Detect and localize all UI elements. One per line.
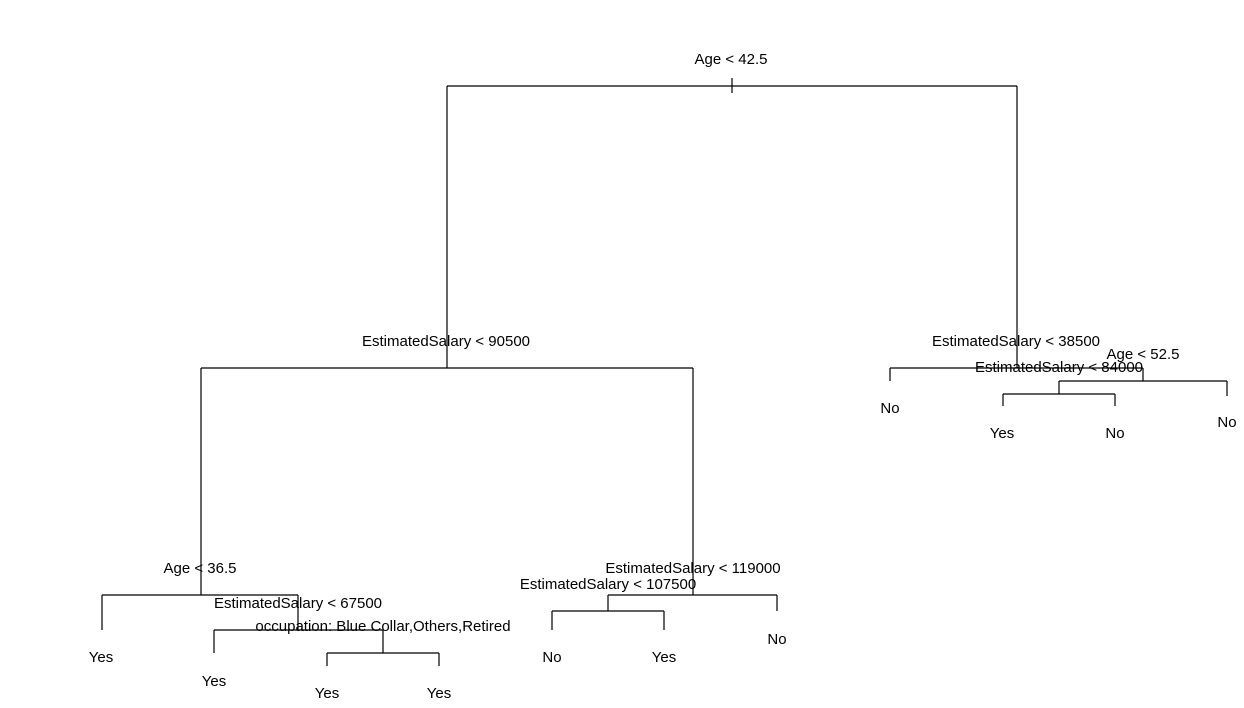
leaf-label: Yes [990, 425, 1014, 442]
split-right-right [1058, 380, 1228, 396]
leaf-label: Yes [89, 649, 113, 666]
split-label-left-left: Age < 36.5 [164, 560, 237, 577]
leaf-label: No [1105, 425, 1124, 442]
split-left-left [101, 594, 299, 630]
split-label-right-right: Age < 52.5 [1107, 346, 1180, 363]
leaf-label: Yes [202, 673, 226, 690]
split-left-left-right [213, 629, 384, 653]
split-left-right [607, 594, 778, 611]
leaf-label: No [767, 631, 786, 648]
split-label-left: EstimatedSalary < 90500 [362, 333, 530, 350]
leaf-label: No [542, 649, 561, 666]
split-label-left-right-left: EstimatedSalary < 107500 [520, 576, 696, 593]
split-left [200, 367, 694, 595]
split-label-left-right: EstimatedSalary < 119000 [605, 560, 780, 577]
split-label-root: Age < 42.5 [695, 51, 768, 68]
split-right [889, 367, 1144, 381]
split-label-left-left-right: EstimatedSalary < 67500 [214, 595, 382, 612]
split-left-right-left [551, 610, 665, 630]
split-label-left-left-right-right: occupation: Blue Collar,Others,Retired [255, 618, 510, 635]
split-right-right-left [1002, 393, 1116, 406]
leaf-label: No [880, 400, 899, 417]
split-root [446, 78, 1018, 368]
leaf-label: Yes [315, 685, 339, 702]
leaf-label: Yes [427, 685, 451, 702]
split-label-right: EstimatedSalary < 38500 [932, 333, 1100, 350]
split-label-right-right-left: EstimatedSalary < 84000 [975, 359, 1143, 376]
leaf-label: No [1217, 414, 1236, 431]
leaf-label: Yes [652, 649, 676, 666]
split-left-left-right-right [326, 652, 440, 666]
